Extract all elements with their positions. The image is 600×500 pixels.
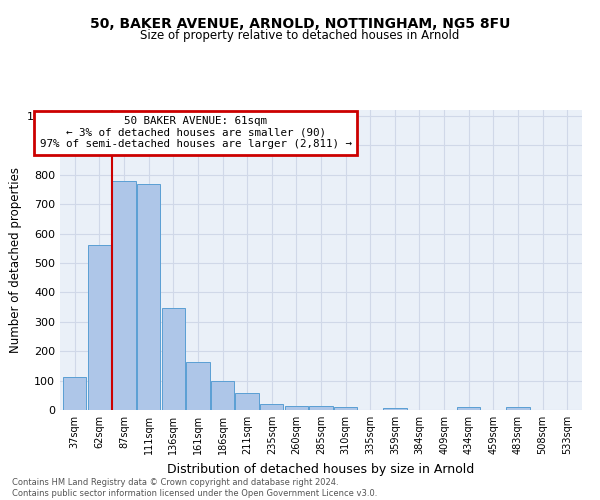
Bar xyxy=(137,184,160,410)
Bar xyxy=(63,377,86,410)
Bar xyxy=(88,246,111,410)
Bar xyxy=(186,362,209,410)
X-axis label: Distribution of detached houses by size in Arnold: Distribution of detached houses by size … xyxy=(167,462,475,475)
Bar xyxy=(506,407,530,410)
Bar xyxy=(235,393,259,410)
Bar xyxy=(112,181,136,410)
Bar xyxy=(211,382,234,410)
Text: 50 BAKER AVENUE: 61sqm
← 3% of detached houses are smaller (90)
97% of semi-deta: 50 BAKER AVENUE: 61sqm ← 3% of detached … xyxy=(40,116,352,149)
Bar xyxy=(284,406,308,410)
Bar xyxy=(161,308,185,410)
Y-axis label: Number of detached properties: Number of detached properties xyxy=(8,167,22,353)
Bar xyxy=(383,408,407,410)
Bar xyxy=(260,404,283,410)
Text: 50, BAKER AVENUE, ARNOLD, NOTTINGHAM, NG5 8FU: 50, BAKER AVENUE, ARNOLD, NOTTINGHAM, NG… xyxy=(90,18,510,32)
Bar xyxy=(457,408,481,410)
Text: Contains HM Land Registry data © Crown copyright and database right 2024.
Contai: Contains HM Land Registry data © Crown c… xyxy=(12,478,377,498)
Bar xyxy=(310,406,332,410)
Text: Size of property relative to detached houses in Arnold: Size of property relative to detached ho… xyxy=(140,29,460,42)
Bar xyxy=(334,407,358,410)
